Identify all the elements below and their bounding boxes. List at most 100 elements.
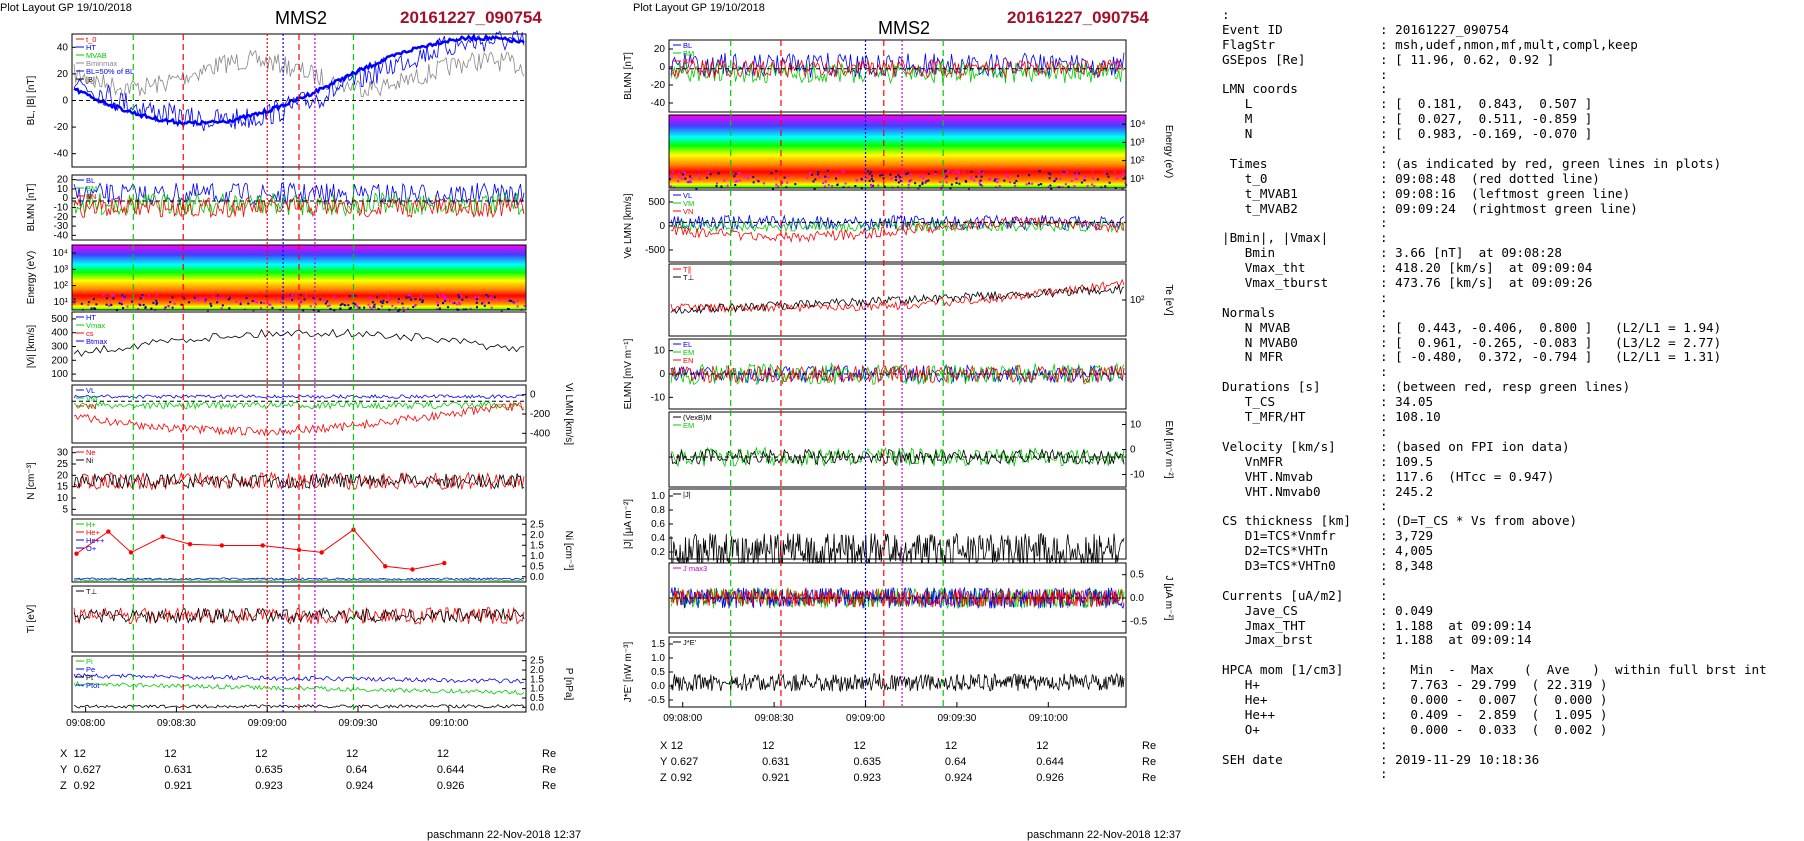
position-row-label: X (60, 748, 68, 760)
spectrogram-noise (368, 297, 371, 300)
spectrogram-noise (458, 296, 461, 299)
spectrogram-noise (339, 304, 342, 307)
spectrogram-noise (1040, 183, 1043, 186)
summary-row: Jave_CS: 0.049 (1222, 603, 1767, 619)
legend-entry: Pt (86, 673, 94, 682)
spectrogram-noise (465, 296, 468, 299)
spectrogram-noise (285, 306, 288, 309)
position-value: 0.64 (346, 764, 368, 776)
y-axis-label: Ti [eV] (26, 605, 37, 634)
position-value: 0.631 (762, 756, 790, 768)
y-tick-label: 10 (654, 346, 666, 357)
spectrogram-noise (333, 295, 336, 298)
y-tick-label: 10² (1130, 295, 1145, 306)
summary-row: D3=TCS*VHTn0: 8,348 (1222, 558, 1767, 574)
summary-row: : (1222, 647, 1767, 663)
panel-6: 1.0 0.8 0.6 0.4 0.2 |J| [μA m⁻²] |J| (623, 488, 1127, 570)
spectrogram-noise (785, 186, 788, 189)
legend-entry: t_0 (86, 35, 96, 44)
y-tick-label: 0.5 (530, 693, 544, 704)
summary-key: t_MVAB1 (1222, 185, 1298, 201)
y-tick-label: 20 (57, 175, 69, 186)
legend-entry: MVAB (86, 51, 107, 60)
summary-key: Event ID (1222, 21, 1283, 37)
panel-frame (668, 39, 1127, 113)
x-tick-label: 09:09:30 (937, 713, 976, 724)
summary-value: : (based on FPI ion data) (1380, 438, 1570, 454)
spectrogram-noise (739, 171, 742, 174)
spectrogram-noise (367, 303, 370, 306)
series-line (73, 191, 525, 217)
y-tick-label: 0 (659, 62, 665, 73)
summary-row: M: [ 0.027, 0.511, -0.859 ] (1222, 111, 1767, 127)
spectrogram-noise (92, 297, 95, 300)
series-line (73, 673, 525, 684)
spectrogram-noise (95, 303, 98, 306)
spectrogram-noise (401, 302, 404, 305)
summary-key: SEH date (1222, 751, 1283, 767)
spectrogram-noise (756, 179, 759, 182)
spectrogram-noise (121, 296, 124, 299)
spectrogram-noise (123, 295, 126, 298)
spectrogram-noise (811, 173, 814, 176)
position-value: 12 (670, 740, 683, 752)
summary-value: : (1380, 304, 1388, 320)
summary-value: : (1380, 364, 1388, 380)
spectrogram-noise (453, 302, 456, 305)
spectrogram-noise (794, 183, 797, 186)
spectrogram-noise (124, 297, 127, 300)
y-tick-label: 5 (62, 504, 68, 515)
y-tick-label: -10 (1130, 470, 1145, 481)
spectrogram-noise (734, 180, 737, 183)
spectrogram-noise (914, 182, 917, 185)
spectrogram-noise (941, 185, 944, 188)
spectrogram-noise (524, 297, 527, 300)
y-tick-label: 0.5 (651, 667, 665, 678)
summary-key: M (1222, 111, 1253, 127)
panel-frame (668, 411, 1127, 488)
spectrogram-noise (670, 176, 673, 179)
spectrogram-noise (1049, 184, 1052, 187)
y-tick-label: 0.0 (530, 572, 544, 583)
y-tick-label: 0 (62, 96, 68, 107)
y-tick-label: 500 (648, 197, 665, 208)
summary-value: : (1380, 647, 1388, 663)
spectrogram-noise (343, 304, 346, 307)
y-tick-label: 400 (51, 328, 68, 339)
spectrogram-noise (253, 300, 256, 303)
summary-key: N MVAB (1222, 319, 1291, 335)
summary-value: : 20161227_090754 (1380, 21, 1509, 37)
spectrogram-noise (73, 298, 76, 301)
spectrogram-noise (1121, 187, 1124, 190)
spectrogram-noise (188, 301, 191, 304)
spectrogram-noise (762, 182, 765, 185)
spectrogram-noise (698, 177, 701, 180)
spectrogram-noise (408, 294, 411, 297)
y-tick-label: -10 (651, 392, 666, 403)
spectrogram-noise (841, 170, 844, 173)
y-tick-label: 10³ (54, 264, 69, 275)
spectrogram-noise (164, 306, 167, 309)
spectrogram-noise (899, 180, 902, 183)
spectrogram-noise (950, 183, 953, 186)
y-tick-label: 20 (57, 69, 69, 80)
spectrogram-noise (487, 295, 490, 298)
summary-value: : 108.10 (1380, 409, 1441, 425)
spectrogram-noise (860, 177, 863, 180)
spectrogram-noise (1106, 173, 1109, 176)
spectrogram-noise (1058, 186, 1061, 189)
spectrogram-noise (899, 176, 902, 179)
spectrogram-noise (475, 306, 478, 309)
spectrogram-noise (183, 297, 186, 300)
panel-7: Ti [eV] T⊥ (26, 585, 527, 653)
spectrogram-noise (895, 176, 898, 179)
spectrogram-noise (329, 307, 332, 310)
spectrogram-noise (481, 302, 484, 305)
summary-value: : [ 0.443, -0.406, 0.800 ] (L2/L1 = 1.94… (1380, 319, 1722, 335)
position-unit: Re (542, 780, 557, 792)
series-line (670, 587, 1125, 608)
spectrogram-noise (353, 305, 356, 308)
spectrogram-noise (131, 300, 134, 303)
spectrogram-noise (469, 307, 472, 310)
